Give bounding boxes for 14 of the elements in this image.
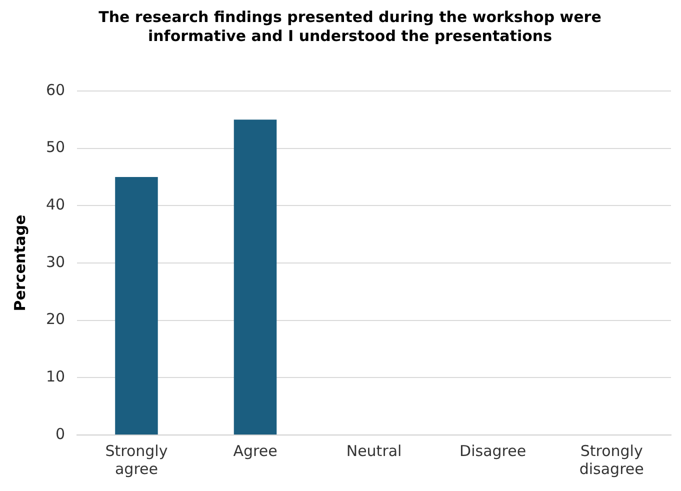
y-tick-label: 50 [46, 138, 66, 156]
chart-title: The research findings presented during the workshop were informative and I understood the presentations [98, 8, 602, 46]
y-tick-label: 0 [56, 424, 66, 443]
y-tick-label: 30 [46, 252, 66, 271]
x-tick-label: Disagree [460, 442, 526, 460]
x-tick-label: Strongly disagree [579, 442, 644, 478]
y-tick-label: 40 [46, 196, 66, 214]
x-tick-label: Strongly agree [105, 442, 168, 478]
x-tick-label: Neutral [346, 442, 402, 460]
x-tick-label: Agree [233, 442, 278, 460]
y-tick-label: 20 [46, 310, 66, 328]
y-axis-title: Percentage [10, 214, 29, 312]
y-tick-label: 60 [46, 80, 66, 99]
y-tick-label: 10 [46, 368, 66, 386]
